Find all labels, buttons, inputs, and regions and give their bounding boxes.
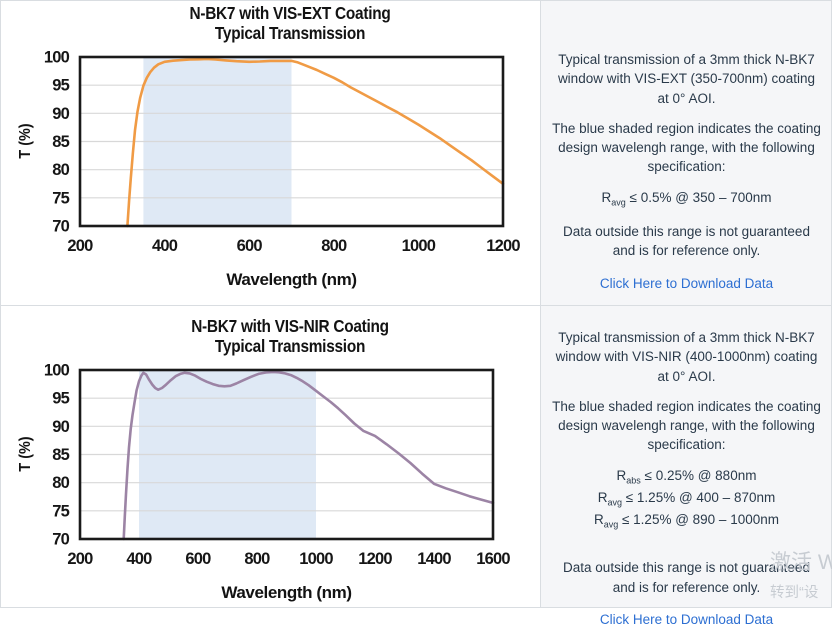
svg-text:95: 95 (52, 77, 69, 95)
download-data-link[interactable]: Click Here to Download Data (599, 275, 774, 291)
svg-text:80: 80 (52, 161, 69, 179)
svg-text:600: 600 (185, 550, 211, 568)
spec-block: Ravg ≤ 0.5% @ 350 – 700nm (551, 188, 822, 210)
svg-text:85: 85 (52, 133, 69, 151)
spec-line: Rabs ≤ 0.25% @ 880nm (616, 467, 757, 486)
chart-title-line2: Typical Transmission (214, 23, 366, 43)
svg-text:70: 70 (52, 531, 69, 549)
spec-line: Ravg ≤ 0.5% @ 350 – 700nm (601, 189, 772, 208)
svg-text:75: 75 (52, 189, 69, 207)
svg-text:200: 200 (67, 550, 93, 568)
chart-cell-vis-nir: N-BK7 with VIS-NIR Coating Typical Trans… (0, 306, 541, 608)
svg-text:Wavelength (nm): Wavelength (nm) (221, 583, 351, 602)
svg-text:800: 800 (321, 237, 347, 255)
plot-area-vis-ext: T (%) 70 75 80 85 90 95 100 200 400 600 800 1000 120… (0, 43, 540, 293)
svg-text:85: 85 (52, 446, 69, 464)
info-paragraph-shaded-region: The blue shaded region indicates the coa… (552, 120, 821, 175)
spec-line: Ravg ≤ 1.25% @ 890 – 1000nm (594, 512, 779, 530)
svg-text:Wavelength (nm): Wavelength (nm) (226, 270, 356, 289)
chart-title-line1: N-BK7 with VIS-NIR Coating (191, 316, 389, 336)
transmission-chart-vis-ext: 70 75 80 85 90 95 100 200 400 600 800 1000 1200 Wavel… (44, 49, 521, 290)
chart-cell-vis-ext: N-BK7 with VIS-EXT Coating Typical Trans… (0, 0, 541, 305)
svg-text:90: 90 (52, 418, 69, 436)
svg-text:800: 800 (244, 550, 270, 568)
spec-line: Ravg ≤ 1.25% @ 400 – 870nm (597, 489, 776, 508)
svg-text:1200: 1200 (358, 550, 392, 568)
windows-activation-watermark: 激活 W 转到“设 (770, 546, 832, 602)
info-paragraph-description: Typical transmission of a 3mm thick N-BK… (555, 330, 818, 384)
svg-text:90: 90 (52, 105, 69, 123)
watermark-line1: 激活 W (770, 551, 832, 574)
chart-title-line2: Typical Transmission (214, 336, 366, 356)
watermark-line2: 转到“设 (770, 585, 819, 601)
info-panel-vis-ext: Typical transmission of a 3mm thick N-BK… (541, 0, 832, 305)
svg-text:1000: 1000 (299, 550, 333, 568)
y-axis-label: T (%) (17, 123, 34, 159)
svg-text:1600: 1600 (476, 550, 510, 568)
info-paragraph-description: Typical transmission of a 3mm thick N-BK… (557, 52, 816, 106)
chart-title: N-BK7 with VIS-EXT Coating Typical Trans… (70, 3, 510, 43)
svg-text:1400: 1400 (417, 550, 451, 568)
row-vis-nir: N-BK7 with VIS-NIR Coating Typical Trans… (0, 306, 832, 627)
svg-text:100: 100 (44, 49, 70, 67)
svg-text:1200: 1200 (486, 237, 520, 255)
chart-title-line1: N-BK7 with VIS-EXT Coating (189, 3, 391, 23)
svg-text:100: 100 (44, 362, 70, 380)
svg-text:80: 80 (52, 474, 69, 492)
info-panel-vis-nir: Typical transmission of a 3mm thick N-BK… (541, 306, 832, 627)
transmission-chart-vis-nir: 70 75 80 85 90 95 100 200 400 600 800 1000 1200 1400 1… (44, 362, 511, 603)
info-paragraph-shaded-region: The blue shaded region indicates the coa… (552, 398, 821, 453)
svg-text:70: 70 (52, 218, 69, 236)
chart-title: N-BK7 with VIS-NIR Coating Typical Trans… (70, 316, 510, 356)
svg-text:75: 75 (52, 502, 69, 520)
svg-text:1000: 1000 (402, 237, 436, 255)
plot-area-vis-nir: T (%) 70 75 80 85 90 95 100 200 400 600 800 1000 120… (0, 356, 540, 606)
download-data-link[interactable]: Click Here to Download Data (599, 611, 774, 627)
spec-block: Rabs ≤ 0.25% @ 880nm Ravg ≤ 1.25% @ 400 –… (551, 466, 822, 533)
info-paragraph-disclaimer: Data outside this range is not guarantee… (563, 560, 810, 595)
info-paragraph-disclaimer: Data outside this range is not guarantee… (563, 223, 810, 259)
y-axis-label: T (%) (17, 436, 34, 472)
svg-text:95: 95 (52, 390, 69, 408)
row-vis-ext: N-BK7 with VIS-EXT Coating Typical Trans… (0, 0, 832, 306)
svg-text:600: 600 (237, 237, 263, 255)
svg-text:200: 200 (67, 237, 93, 255)
svg-text:400: 400 (152, 237, 178, 255)
svg-text:400: 400 (126, 550, 152, 568)
